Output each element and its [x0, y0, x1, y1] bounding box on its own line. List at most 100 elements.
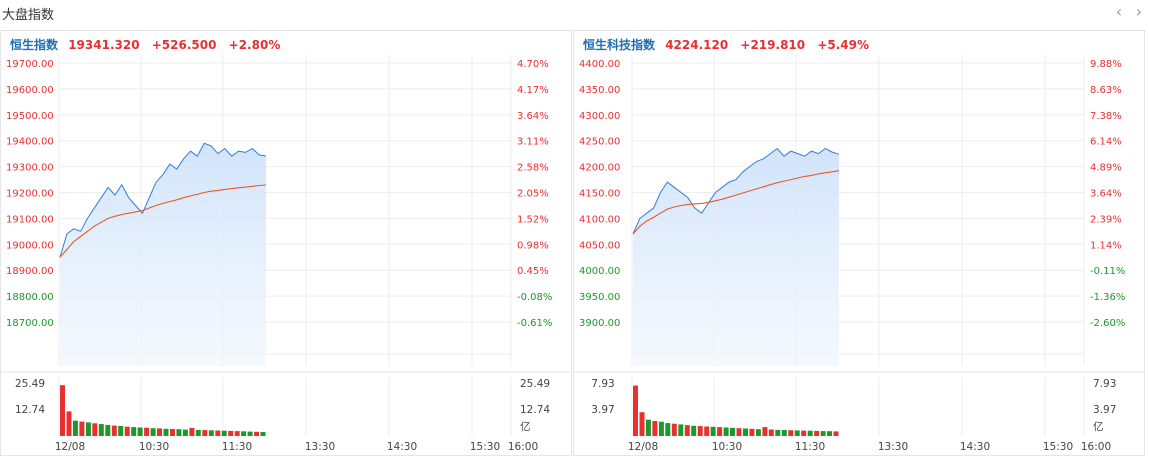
y-tick-right: 9.88% — [1090, 59, 1122, 70]
y-tick-right: 0.98% — [517, 240, 549, 251]
chevron-left-icon[interactable]: ‹ — [1115, 2, 1123, 21]
volume-tick-right: 25.49 — [520, 378, 550, 390]
y-tick-right: 4.17% — [517, 85, 549, 96]
volume-bar — [215, 430, 221, 436]
y-tick-left: 4050.00 — [579, 240, 620, 251]
index-name[interactable]: 恒生指数 — [10, 38, 59, 52]
volume-bar — [717, 427, 723, 436]
x-tick-label: 16:00 — [1081, 441, 1111, 453]
volume-bar — [697, 426, 703, 436]
volume-bar — [79, 421, 85, 436]
index-change: +526.500 — [151, 38, 217, 52]
page-title: 大盘指数 — [2, 8, 55, 23]
volume-bar — [241, 431, 247, 436]
hstech-chart[interactable]: 4400.00 9.88% 4350.00 8.63% 4300.00 7.38% 4250… — [573, 30, 1145, 456]
y-tick-left: 18900.00 — [6, 266, 54, 277]
y-tick-left: 19400.00 — [6, 137, 54, 148]
y-tick-right: -0.11% — [1090, 266, 1125, 277]
volume-bar — [234, 431, 240, 436]
volume-bar — [85, 422, 91, 436]
y-tick-left: 4300.00 — [579, 111, 620, 122]
volume-unit: 亿 — [1093, 420, 1104, 433]
volume-bar — [144, 427, 150, 436]
hsi-panel: 恒生指数 19341.320 +526.500 +2.80% 19700.00 4… — [0, 30, 572, 456]
volume-bar — [633, 385, 638, 436]
volume-bar — [755, 429, 761, 436]
x-tick-label: 13:30 — [305, 441, 335, 453]
x-tick-label: 15:30 — [1043, 441, 1073, 453]
y-tick-left: 18700.00 — [6, 318, 54, 329]
index-price: 4224.120 — [665, 38, 729, 52]
y-tick-left: 4200.00 — [579, 163, 620, 174]
volume-tick-left: 7.93 — [591, 378, 614, 390]
index-name[interactable]: 恒生科技指数 — [583, 38, 656, 52]
average-line — [59, 184, 267, 258]
y-tick-left: 4350.00 — [579, 85, 620, 96]
volume-bar — [228, 430, 234, 436]
volume-bar — [736, 428, 742, 436]
volume-bar — [111, 425, 117, 436]
price-line — [59, 142, 267, 258]
index-header: 恒生科技指数 4224.120 +219.810 +5.49% — [583, 36, 877, 53]
x-tick-label: 13:30 — [878, 441, 908, 453]
x-tick-label: 12/08 — [628, 441, 658, 453]
volume-tick-left: 12.74 — [15, 404, 45, 416]
volume-unit: 亿 — [520, 420, 531, 433]
volume-bar — [788, 430, 794, 436]
volume-bar — [66, 411, 72, 436]
volume-bar — [781, 430, 787, 436]
y-tick-left: 19700.00 — [6, 59, 54, 70]
y-tick-right: 8.63% — [1090, 85, 1122, 96]
y-tick-left: 3950.00 — [579, 292, 620, 303]
volume-bar — [665, 423, 671, 436]
volume-bar — [92, 423, 98, 436]
x-tick-label: 11:30 — [795, 441, 825, 453]
volume-bar — [730, 427, 735, 436]
y-tick-right: 2.05% — [517, 189, 549, 200]
y-tick-left: 4150.00 — [579, 189, 620, 200]
volume-tick-left: 25.49 — [15, 378, 45, 390]
chevron-right-icon[interactable]: › — [1135, 2, 1143, 21]
y-tick-right: 3.64% — [517, 111, 549, 122]
panel-border — [0, 30, 572, 456]
hstech-panel: 恒生科技指数 4224.120 +219.810 +5.49% 4400.00 9… — [573, 30, 1145, 456]
x-tick-label: 16:00 — [508, 441, 538, 453]
volume-bar — [639, 412, 645, 436]
y-tick-left: 4000.00 — [579, 266, 620, 277]
volume-bar — [60, 385, 65, 436]
y-tick-left: 3900.00 — [579, 318, 620, 329]
volume-bar — [678, 424, 684, 436]
y-tick-right: 1.14% — [1090, 240, 1122, 251]
volume-bar — [124, 426, 130, 436]
y-tick-left: 19500.00 — [6, 111, 54, 122]
x-tick-label: 12/08 — [55, 441, 85, 453]
volume-bar — [254, 431, 260, 436]
volume-bar — [202, 430, 208, 436]
x-tick-label: 14:30 — [960, 441, 990, 453]
volume-bar — [247, 431, 253, 436]
volume-bar — [652, 421, 658, 436]
x-tick-label: 10:30 — [712, 441, 742, 453]
volume-bar — [820, 431, 826, 436]
y-tick-right: 4.70% — [517, 59, 549, 70]
index-change-pct: +2.80% — [228, 38, 281, 52]
y-tick-right: 3.64% — [1090, 189, 1122, 200]
volume-tick-right: 7.93 — [1093, 378, 1116, 390]
index-price: 19341.320 — [68, 38, 140, 52]
volume-bar — [762, 427, 768, 436]
y-tick-right: -1.36% — [1090, 292, 1125, 303]
volume-bar — [150, 428, 156, 436]
y-tick-left: 19300.00 — [6, 163, 54, 174]
volume-bar — [98, 424, 104, 436]
index-change-pct: +5.49% — [817, 38, 869, 52]
volume-bar — [814, 430, 820, 436]
page-header: 大盘指数 ‹ › — [0, 0, 1149, 28]
volume-bar — [189, 427, 195, 436]
y-tick-right: 0.45% — [517, 266, 549, 277]
volume-bar — [671, 423, 677, 436]
volume-bar — [704, 426, 710, 436]
hsi-chart[interactable]: 19700.00 4.70% 19600.00 4.17% 19500.00 3.64% 1… — [0, 30, 572, 456]
y-tick-left: 4400.00 — [579, 59, 620, 70]
volume-bar — [723, 427, 729, 436]
y-tick-right: -0.61% — [517, 318, 552, 329]
